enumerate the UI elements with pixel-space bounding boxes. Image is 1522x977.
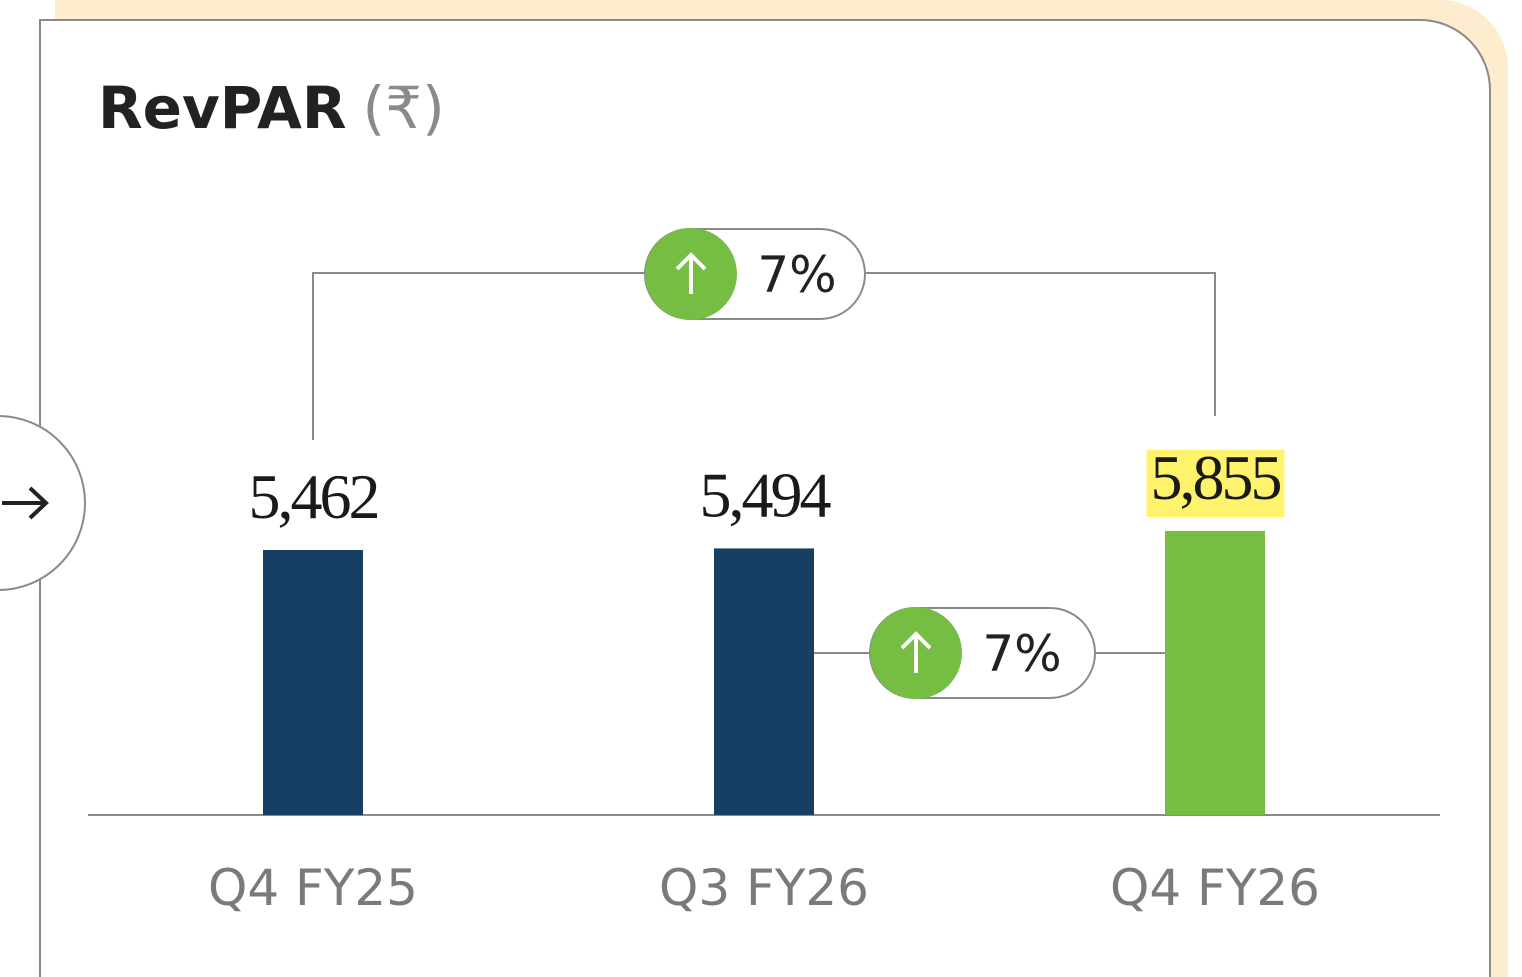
title-text: RevPAR	[98, 74, 347, 142]
x-tick-label: Q4 FY25	[208, 859, 418, 917]
x-tick-label: Q3 FY26	[659, 859, 869, 917]
up-arrow	[900, 631, 932, 673]
card-border	[39, 19, 1491, 977]
value-label: 5,494	[700, 459, 831, 530]
prev-button[interactable]	[0, 415, 86, 591]
bar	[714, 548, 814, 815]
x-tick-label: Q4 FY26	[1110, 859, 1320, 917]
arrow-icon[interactable]	[2, 486, 49, 520]
title-unit: (₹)	[363, 74, 445, 142]
bar	[263, 550, 363, 815]
bar	[1165, 530, 1265, 815]
value-label: 5,462	[249, 461, 378, 532]
value-label: 5,855	[1151, 442, 1281, 513]
chart-title: RevPAR (₹)	[98, 74, 445, 142]
up-arrow	[675, 252, 707, 294]
value-highlight	[1146, 449, 1285, 517]
change-label: 7%	[982, 625, 1061, 683]
change-label: 7%	[757, 246, 836, 304]
